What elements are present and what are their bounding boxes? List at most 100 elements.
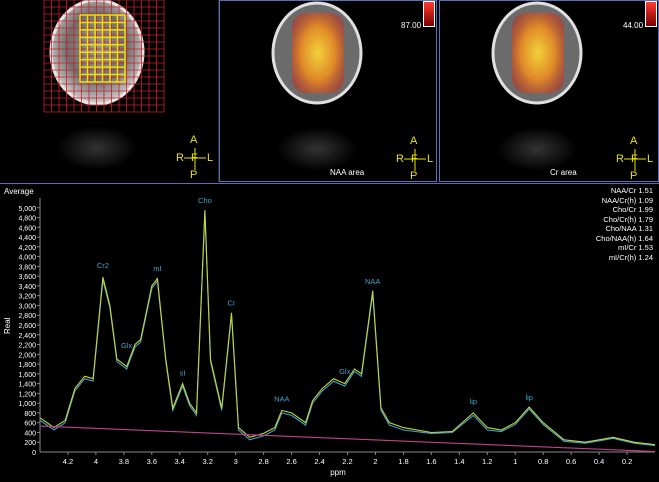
crosshair-icon	[404, 149, 426, 171]
y-tick-label: 2,000	[18, 352, 36, 359]
y-tick-label: 0	[32, 450, 36, 457]
x-tick-label: 0.8	[538, 457, 548, 466]
peak-label: Cr2	[97, 261, 109, 270]
fit-line	[39, 210, 656, 446]
y-axis-label: Real	[3, 317, 12, 334]
y-tick-label: 4,800	[18, 216, 36, 223]
y-tick-label: 3,200	[18, 294, 36, 301]
peak-label: Glx	[121, 341, 133, 350]
peak-label: sI	[180, 369, 186, 378]
x-tick-label: 0.2	[622, 457, 632, 466]
naa-map-panel[interactable]: 87.00 NAA area A R F L P	[219, 0, 437, 182]
right-label: R	[616, 153, 624, 165]
x-tick-label: 2.6	[286, 457, 296, 466]
y-tick-label: 1,000	[18, 401, 36, 408]
y-tick-label: 400	[24, 430, 36, 437]
baseline-line	[39, 425, 656, 453]
ratio-item: mI/Cr 1.53	[617, 243, 653, 252]
peak-label: lip	[470, 397, 478, 406]
ratio-item: Cho/Cr 1.99	[612, 205, 653, 214]
y-tick-label: 1,600	[18, 372, 36, 379]
y-tick-label: 3,000	[18, 303, 36, 310]
x-tick-label: 1.4	[454, 457, 464, 466]
x-tick-label: 3.6	[147, 457, 157, 466]
y-tick-label: 2,200	[18, 343, 36, 350]
y-tick-label: 4,400	[18, 235, 36, 242]
ratio-item: mI/Cr(h) 1.24	[608, 252, 653, 262]
peak-label: NAA	[274, 395, 289, 404]
x-axis-label: ppm	[330, 468, 346, 477]
peak-label: Glx	[339, 367, 351, 376]
posterior-label: P	[630, 170, 638, 182]
left-label: L	[647, 153, 654, 165]
orientation-marker: A R F L P	[176, 134, 216, 182]
x-tick-label: 4.2	[63, 457, 73, 466]
brain-grid-image	[43, 0, 165, 170]
colorbar	[423, 1, 435, 27]
y-tick-label: 5,000	[18, 206, 36, 213]
colorbar-max-value: 44.00	[623, 21, 644, 30]
x-tick-label: 4	[94, 457, 98, 466]
peak-label: NAA	[365, 277, 380, 286]
posterior-label: P	[410, 170, 418, 182]
y-tick-label: 2,800	[18, 313, 36, 320]
naa-map-image	[271, 1, 363, 171]
cr-map-panel[interactable]: 44.00 Cr area A R F L P	[439, 0, 659, 182]
y-tick-label: 3,800	[18, 264, 36, 271]
y-tick-label: 600	[24, 421, 36, 428]
x-tick-label: 3.4	[175, 457, 185, 466]
x-tick-label: 3.2	[203, 457, 213, 466]
x-tick-label: 2	[373, 457, 377, 466]
anterior-label: A	[410, 135, 418, 147]
y-tick-label: 800	[24, 411, 36, 418]
y-tick-label: 3,400	[18, 284, 36, 291]
ratio-item: Cho/NAA(h) 1.64	[595, 233, 653, 243]
x-tick-label: 1.8	[398, 457, 408, 466]
spectrum-line	[39, 212, 656, 447]
x-tick-label: 2.2	[342, 457, 352, 466]
orientation-marker: A R F L P	[396, 135, 436, 182]
x-tick-label: 0.6	[566, 457, 576, 466]
y-tick-label: 1,800	[18, 362, 36, 369]
x-tick-label: 2.4	[314, 457, 324, 466]
anterior-label: A	[630, 135, 638, 147]
y-tick-label: 4,600	[18, 225, 36, 232]
crosshair-icon	[624, 149, 646, 171]
y-tick-label: 4,000	[18, 255, 36, 262]
y-tick-label: 4,200	[18, 245, 36, 252]
crosshair-icon	[184, 148, 206, 170]
x-tick-label: 1.2	[482, 457, 492, 466]
x-tick-label: 1.6	[426, 457, 436, 466]
colorbar	[645, 1, 657, 27]
y-tick-label: 1,200	[18, 391, 36, 398]
ratio-item: Cho/Cr(h) 1.79	[603, 214, 653, 224]
spectrum-panel[interactable]: Average Real ppm 200 400 600 800 1,000 1,200 1…	[0, 183, 659, 477]
ratio-item: NAA/Cr(h) 1.09	[601, 195, 653, 205]
colorbar-max-value: 87.00	[401, 21, 422, 30]
spectrum-title: Average	[4, 187, 34, 196]
x-tick-label: 1	[513, 457, 517, 466]
y-tick-label: 200	[24, 440, 36, 447]
panel-label: NAA area	[330, 168, 365, 177]
left-label: L	[427, 153, 434, 165]
orientation-marker: A R F L P	[616, 135, 656, 182]
x-tick-label: 0.4	[594, 457, 604, 466]
peak-label: Cr	[228, 298, 236, 307]
y-tick-label: 2,400	[18, 333, 36, 340]
y-tick-label: 2,600	[18, 323, 36, 330]
peak-label: Cho	[198, 196, 212, 205]
peak-label: lip	[525, 393, 533, 402]
y-tick-label: 1,400	[18, 382, 36, 389]
cr-map-image	[491, 1, 583, 171]
right-label: R	[396, 153, 404, 165]
ratio-item: NAA/Cr 1.51	[610, 186, 653, 195]
right-label: R	[176, 152, 184, 164]
x-tick-label: 3.8	[119, 457, 129, 466]
x-tick-label: 3	[234, 457, 238, 466]
spectrum-chart[interactable]: Average Real ppm 200 400 600 800 1,000 1,200 1…	[0, 184, 659, 477]
peak-label: mI	[153, 264, 161, 273]
ratio-item: Cho/NAA 1.31	[605, 224, 653, 233]
anterior-label: A	[190, 134, 198, 146]
voxel-grid-panel[interactable]: A R F L P	[0, 0, 219, 182]
x-tick-label: 2.8	[258, 457, 268, 466]
